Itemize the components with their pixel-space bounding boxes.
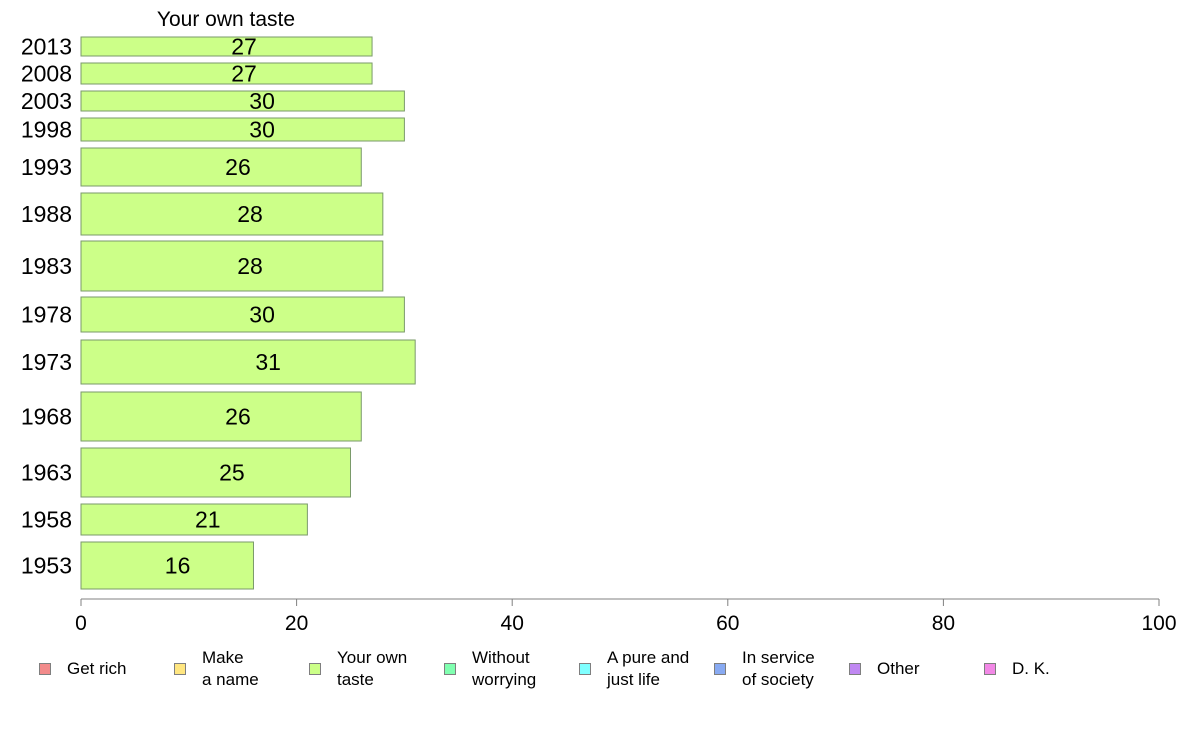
bar-1973 — [80, 339, 416, 385]
legend-label: Other — [877, 659, 920, 678]
bar-1993 — [80, 147, 362, 187]
category-label: 1978 — [21, 302, 72, 328]
legend-item: Other — [849, 646, 920, 692]
legend-swatch — [39, 663, 51, 675]
category-label: 1963 — [21, 460, 72, 486]
category-label: 2003 — [21, 88, 72, 114]
bar-2013 — [80, 36, 373, 57]
bar-value-label: 27 — [231, 61, 257, 87]
x-tick-label: 100 — [1141, 612, 1176, 635]
bar-value-label: 30 — [249, 117, 275, 143]
legend-swatch — [174, 663, 186, 675]
bar-2008 — [80, 62, 373, 85]
bar-value-label: 26 — [225, 404, 251, 430]
bar-1983 — [80, 240, 384, 292]
bar-1988 — [80, 192, 384, 236]
legend-item: D. K. — [984, 646, 1050, 692]
category-label: 1988 — [21, 201, 72, 227]
category-label: 2008 — [21, 61, 72, 87]
bars: 27 2013 27 2008 30 2003 30 1998 26 1993 28 1988 28 19… — [21, 34, 416, 590]
legend-label: Make a name — [202, 648, 259, 689]
category-label: 1998 — [21, 117, 72, 143]
bar-value-label: 26 — [225, 154, 251, 180]
bar-1998 — [80, 117, 405, 142]
x-tick-label: 20 — [285, 612, 308, 635]
x-axis: 0 20 40 60 80 100 — [75, 598, 1177, 635]
legend: Get rich Make a name Your own taste Without… — [0, 646, 1188, 706]
legend-item: Your own taste — [309, 646, 407, 692]
bar-value-label: 28 — [237, 253, 263, 279]
legend-swatch — [714, 663, 726, 675]
legend-item: Without worrying — [444, 646, 536, 692]
legend-swatch — [849, 663, 861, 675]
bar-1963 — [80, 447, 351, 498]
category-label: 1993 — [21, 154, 72, 180]
bar-1978 — [80, 296, 405, 333]
category-label: 2013 — [21, 34, 72, 60]
category-label: 1983 — [21, 253, 72, 279]
x-tick-label: 40 — [501, 612, 524, 635]
bar-1968 — [80, 391, 362, 442]
x-tick-label: 0 — [75, 612, 87, 635]
legend-item: Make a name — [174, 646, 259, 692]
legend-label: In service of society — [742, 648, 815, 689]
legend-swatch — [579, 663, 591, 675]
legend-swatch — [444, 663, 456, 675]
bar-1958 — [80, 503, 308, 536]
bar-value-label: 25 — [219, 460, 245, 486]
bar-value-label: 28 — [237, 201, 263, 227]
x-tick-label: 80 — [932, 612, 955, 635]
legend-label: Your own taste — [337, 648, 408, 689]
category-label: 1958 — [21, 507, 72, 533]
bar-value-label: 31 — [255, 349, 281, 375]
bar-2003 — [80, 90, 405, 112]
category-label: 1953 — [21, 553, 72, 579]
bar-value-label: 27 — [231, 34, 257, 60]
legend-item: Get rich — [39, 646, 127, 692]
legend-label: Get rich — [67, 659, 127, 678]
legend-item: In service of society — [714, 646, 815, 692]
bar-chart: Your own taste 2720132720083020033019982… — [21, 8, 1177, 635]
legend-swatch — [984, 663, 996, 675]
legend-label: A pure and just life — [607, 648, 690, 689]
bar-value-label: 16 — [165, 553, 191, 579]
bar-value-label: 21 — [195, 507, 221, 533]
bar-value-label: 30 — [249, 302, 275, 328]
legend-swatch — [309, 663, 321, 675]
legend-item: A pure and just life — [579, 646, 689, 692]
x-tick-label: 60 — [716, 612, 739, 635]
chart-title: Your own taste — [157, 8, 295, 31]
legend-label: D. K. — [1012, 659, 1050, 678]
legend-label: Without worrying — [472, 648, 537, 689]
bar-value-label: 30 — [249, 88, 275, 114]
bar-1953 — [80, 541, 254, 590]
category-label: 1973 — [21, 349, 72, 375]
category-label: 1968 — [21, 404, 72, 430]
